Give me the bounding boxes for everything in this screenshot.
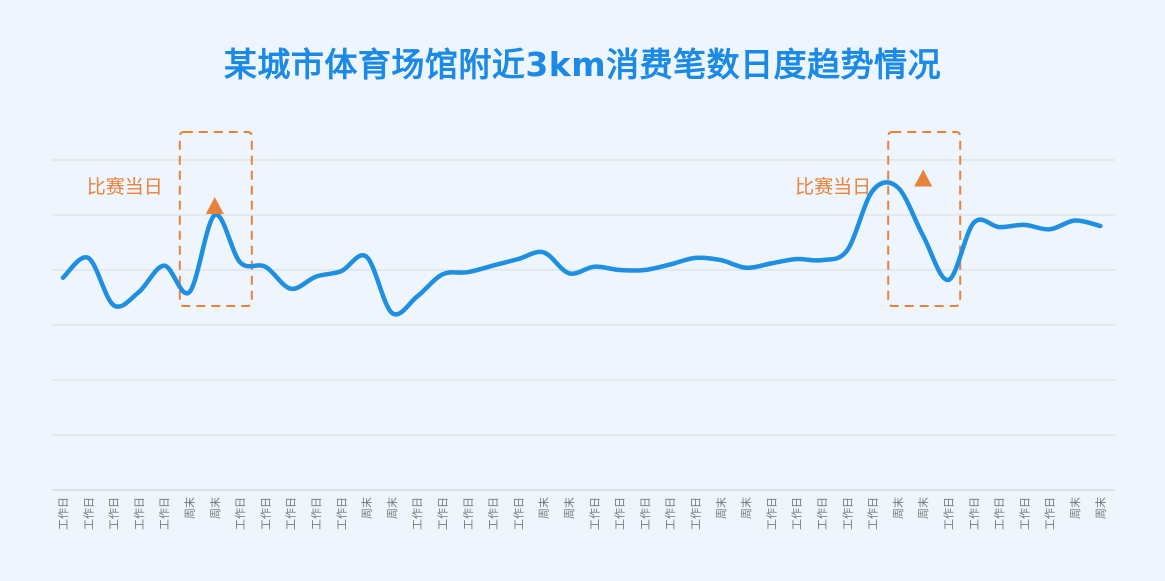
highlight-box [887,131,962,307]
x-tick-label: 周末 [1093,497,1107,519]
x-tick-label: 周末 [385,497,399,519]
x-tick-label: 工作日 [411,497,424,530]
x-tick-label: 周末 [891,497,905,519]
x-tick-label: 周末 [360,497,374,519]
x-tick-label: 工作日 [968,497,981,530]
annotation-label: 比赛当日 [795,176,871,198]
x-tick-label: 工作日 [57,497,70,530]
x-tick-label: 工作日 [993,497,1006,530]
x-tick-label: 工作日 [512,497,525,530]
x-tick-label: 工作日 [1044,497,1057,530]
series-layer [60,180,1103,317]
x-tick-label: 工作日 [791,497,804,530]
x-tick-label: 工作日 [133,497,146,530]
x-tick-label: 工作日 [765,497,778,530]
x-tick-label: 工作日 [867,497,880,530]
x-tick-label: 工作日 [816,497,829,530]
x-tick-label: 工作日 [310,497,323,530]
x-tick-label: 周末 [714,497,728,519]
peak-marker [205,197,224,214]
x-tick-label: 工作日 [1018,497,1031,530]
grid-lines [52,159,1115,491]
x-tick-label: 周末 [208,497,222,519]
x-tick-label: 工作日 [158,497,171,530]
x-tick-label: 工作日 [639,497,652,530]
x-tick-label: 周末 [1068,497,1082,519]
x-tick-labels: 工作日 工作日 工作日 工作日 工作日 周末 周末 工作日 工作日 工作日 工作日 工作日 周末 周末 工作… [57,497,1107,530]
peak-marker [914,169,933,187]
annotation-label: 比赛当日 [87,176,163,198]
x-tick-label: 工作日 [614,497,627,530]
x-tick-label: 周末 [739,497,753,519]
series-line [60,180,1103,317]
x-tick-label: 工作日 [841,497,854,530]
x-tick-label: 工作日 [690,497,703,530]
x-tick-label: 工作日 [335,497,348,530]
x-tick-label: 工作日 [462,497,475,530]
x-tick-label: 工作日 [82,497,95,530]
highlight-boxes [178,131,962,307]
x-tick-label: 工作日 [487,497,500,530]
x-tick-label: 周末 [916,497,930,519]
x-tick-label: 工作日 [285,497,298,530]
x-tick-label: 工作日 [234,497,247,530]
annotation-layer: 比赛当日 比赛当日 [87,169,933,214]
x-tick-label: 工作日 [259,497,272,530]
chart-title: 某城市体育场馆附近3km消费笔数日度趋势情况 [223,45,942,84]
x-tick-label: 周末 [183,497,197,519]
x-tick-label: 工作日 [108,497,121,530]
x-tick-label: 周末 [562,497,576,519]
x-tick-label: 周末 [537,497,551,519]
highlight-box [178,131,253,307]
x-tick-label: 工作日 [437,497,450,530]
x-tick-label: 工作日 [943,497,956,530]
x-tick-label: 工作日 [588,497,601,530]
x-tick-label: 工作日 [664,497,677,530]
